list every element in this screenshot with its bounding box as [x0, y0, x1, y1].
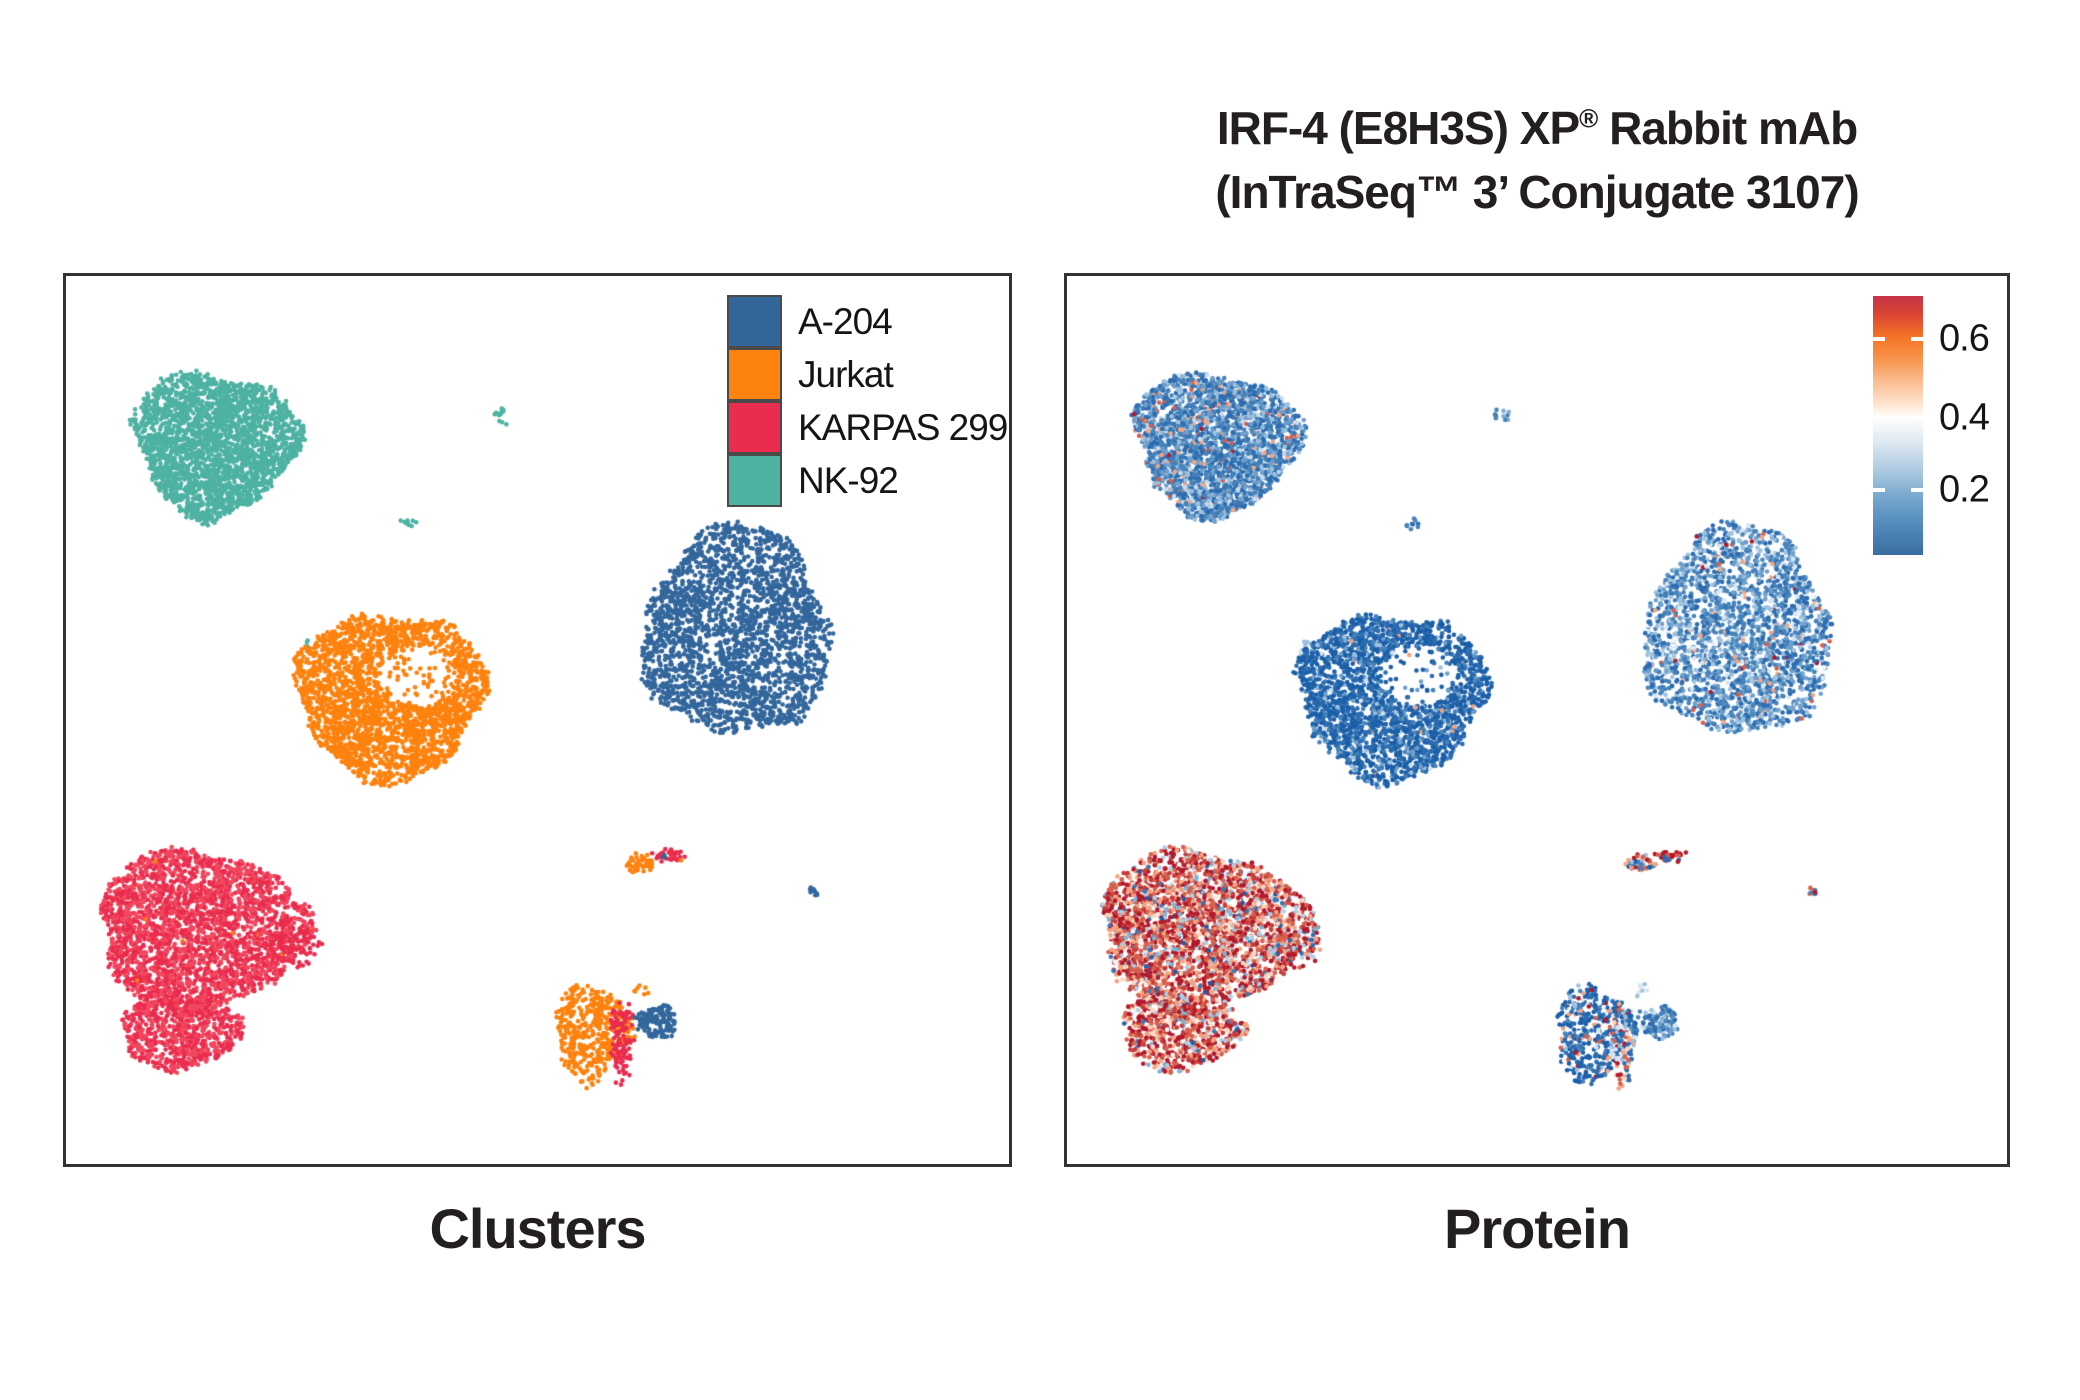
colorbar-label-0.2: 0.2 — [1939, 468, 1990, 511]
colorbar-tick-0.6-left — [1873, 337, 1885, 341]
legend-swatch-nk92 — [727, 454, 782, 507]
legend-item-karpas299: KARPAS 299 — [727, 401, 1008, 454]
title-line-2: (InTraSeq™ 3’ Conjugate 3107) — [1215, 166, 1859, 218]
legend-label-nk92: NK-92 — [798, 459, 899, 501]
clusters-plot-panel: A-204 Jurkat KARPAS 299 NK-92 — [63, 273, 1012, 1167]
colorbar-tick-0.4-left — [1873, 416, 1885, 420]
protein-caption: Protein — [1444, 1197, 1631, 1260]
legend-label-karpas299: KARPAS 299 — [798, 406, 1008, 448]
legend-swatch-jurkat — [727, 348, 782, 401]
legend-label-a204: A-204 — [798, 300, 893, 342]
legend-swatch-a204 — [727, 295, 782, 348]
title-line-1: IRF-4 (E8H3S) XP® Rabbit mAb — [1216, 102, 1858, 154]
legend-label-jurkat: Jurkat — [798, 353, 894, 395]
right-panel-title: IRF-4 (E8H3S) XP® Rabbit mAb (InTraSeq™ … — [1064, 96, 2010, 224]
protein-colorbar: 0.6 0.4 0.2 — [1873, 296, 1990, 555]
colorbar-label-0.4: 0.4 — [1939, 396, 1990, 439]
cluster-legend: A-204 Jurkat KARPAS 299 NK-92 — [727, 295, 1008, 507]
legend-item-nk92: NK-92 — [727, 454, 1007, 507]
clusters-scatter-canvas — [66, 276, 1009, 1164]
colorbar-label-0.6: 0.6 — [1939, 317, 1990, 360]
registered-trademark-symbol: ® — [1579, 103, 1598, 134]
protein-plot-panel: 0.6 0.4 0.2 — [1064, 273, 2010, 1167]
colorbar-tick-0.4-right — [1911, 416, 1923, 420]
colorbar-tick-0.6-right — [1911, 337, 1923, 341]
colorbar-tick-0.2-right — [1911, 488, 1923, 492]
legend-item-a204: A-204 — [727, 295, 1007, 348]
clusters-caption: Clusters — [429, 1197, 646, 1260]
legend-swatch-karpas299 — [727, 401, 782, 454]
protein-scatter-canvas — [1067, 276, 2007, 1164]
colorbar-tick-0.2-left — [1873, 488, 1885, 492]
legend-item-jurkat: Jurkat — [727, 348, 1007, 401]
